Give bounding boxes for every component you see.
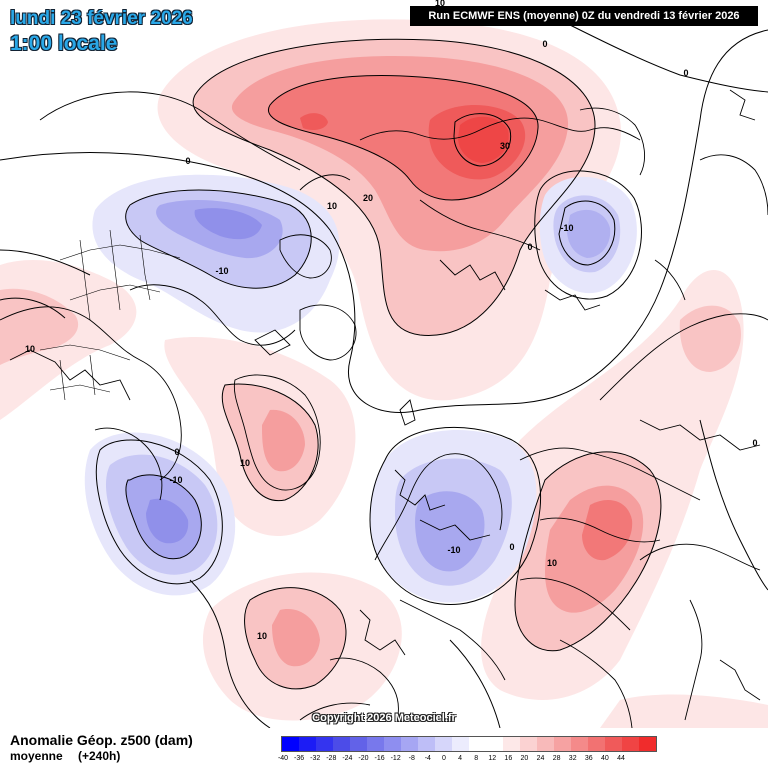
contour-label: 0: [752, 438, 757, 448]
scale-swatch: [418, 737, 435, 751]
contour-label: 0: [174, 447, 179, 457]
scale-tick-label: -8: [408, 755, 415, 762]
scale-swatch: [571, 737, 588, 751]
contour-label: 0: [185, 156, 190, 166]
scale-swatch: [384, 737, 401, 751]
scale-tick-label: 0: [441, 755, 446, 762]
scale-swatch: [350, 737, 367, 751]
contour-label: -10: [215, 266, 228, 276]
scale-swatch: [622, 737, 639, 751]
contour-label: -10: [560, 223, 573, 233]
contour-label: 10: [240, 458, 250, 468]
forecast-time: 1:00 locale: [10, 32, 118, 55]
contour-label: 30: [500, 141, 510, 151]
scale-swatch: [316, 737, 333, 751]
scale-tick-label: 36: [584, 755, 593, 762]
contour-label: 10: [25, 344, 35, 354]
scale-swatch: [639, 737, 656, 751]
color-scale-labels: -40 -36 -32 -28 -24 -20 -16 -12 -8 -4 0 4 8 12 16 20 24 2…: [277, 755, 625, 765]
copyright: Copyright 2026 Meteociel.fr: [312, 712, 456, 724]
scale-tick-label: -32: [310, 755, 321, 762]
contour-lines: [0, 19, 768, 728]
scale-swatch: [605, 737, 622, 751]
scale-tick-label: -4: [424, 755, 431, 762]
forecast-date: lundi 23 février 2026: [10, 8, 193, 29]
run-info: Run ECMWF ENS (moyenne) 0Z du vendredi 1…: [410, 6, 758, 26]
scale-tick-label: -40: [277, 755, 289, 762]
contour-label: 0: [683, 68, 688, 78]
scale-tick-label: -12: [390, 755, 401, 762]
scale-tick-label: -16: [374, 755, 385, 762]
contour-labels: 10 0 30 20 10 0 -10 0 0 -10 10 0 10 0 -1…: [25, 0, 758, 641]
contour-label: 0: [527, 242, 532, 252]
scale-swatch: [537, 737, 554, 751]
scale-tick-label: 40: [600, 755, 609, 762]
scale-swatch: [367, 737, 384, 751]
admin-borders: [39, 229, 181, 401]
variable-title: Anomalie Géop. z500 (dam): [10, 732, 193, 748]
scale-tick-label: -20: [358, 755, 369, 762]
scale-swatch: [469, 737, 486, 751]
scale-tick-label: 12: [488, 755, 497, 762]
contour-label: -10: [169, 475, 182, 485]
scale-tick-label: 44: [617, 755, 625, 762]
mean-label: moyenne: [10, 749, 63, 763]
scale-tick-label: 16: [504, 755, 513, 762]
scale-tick-label: 28: [552, 755, 561, 762]
scale-swatch: [435, 737, 452, 751]
scale-swatch: [282, 737, 299, 751]
scale-swatch: [588, 737, 605, 751]
contour-label: 0: [509, 542, 514, 552]
scale-swatch: [299, 737, 316, 751]
contour-label: -10: [447, 545, 460, 555]
scale-swatch: [503, 737, 520, 751]
contour-label: 10: [257, 631, 267, 641]
scale-tick-label: 24: [536, 755, 545, 762]
scale-swatch: [452, 737, 469, 751]
scale-swatch: [520, 737, 537, 751]
geopotential-anomaly-map: 10 0 30 20 10 0 -10 0 0 -10 10 0 10 0 -1…: [0, 0, 768, 728]
scale-tick-label: 20: [520, 755, 529, 762]
contour-label: 0: [542, 39, 547, 49]
scale-swatch: [554, 737, 571, 751]
scale-tick-label: -24: [342, 755, 353, 762]
contour-label: 10: [547, 558, 557, 568]
scale-swatch: [401, 737, 418, 751]
scale-tick-label: -28: [326, 755, 337, 762]
contour-label: 10: [435, 0, 445, 8]
scale-tick-label: -36: [294, 755, 305, 762]
scale-swatch: [486, 737, 503, 751]
negative-anomaly-fills: [84, 174, 637, 603]
coastlines: [0, 89, 768, 728]
contour-label: 10: [327, 201, 337, 211]
forecast-range: (+240h): [78, 749, 121, 763]
scale-tick-label: 32: [568, 755, 577, 762]
scale-tick-label: 8: [474, 755, 479, 762]
contour-label: 20: [363, 193, 373, 203]
color-scale: [281, 736, 657, 752]
positive-anomaly-fills: [0, 19, 768, 728]
scale-swatch: [333, 737, 350, 751]
scale-tick-label: 4: [458, 755, 462, 762]
